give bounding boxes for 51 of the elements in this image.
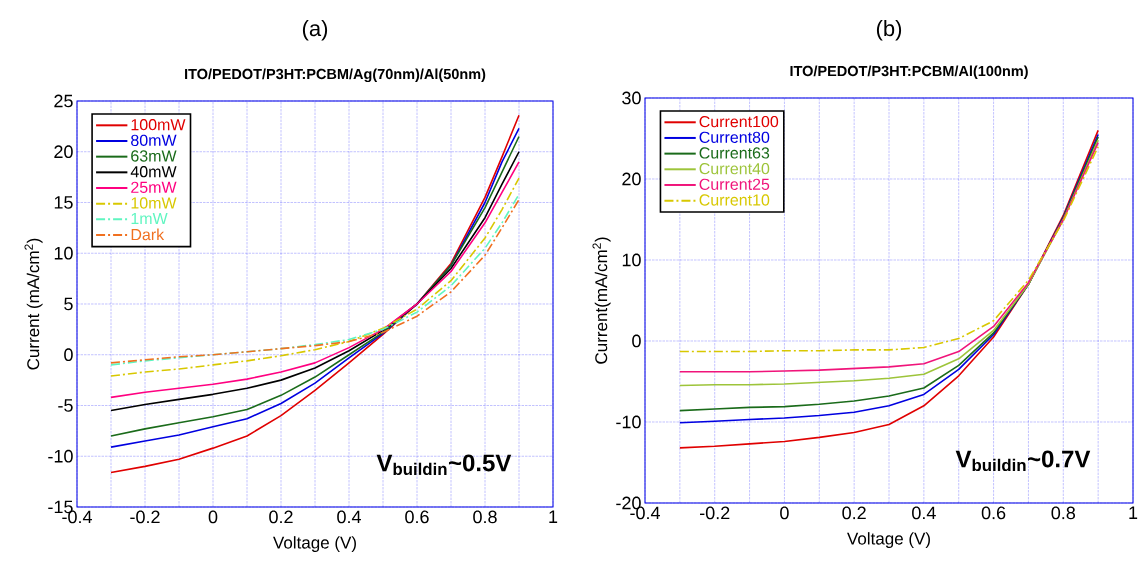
legend-label: 25mW bbox=[131, 181, 177, 193]
chart-title: (a) bbox=[302, 20, 328, 41]
x-tick-label: 0.6 bbox=[981, 506, 1006, 520]
chart-title: (b) bbox=[876, 20, 902, 41]
x-tick-label: -0.2 bbox=[700, 506, 730, 520]
y-tick-label: 20 bbox=[622, 172, 641, 186]
x-tick-label: 0.6 bbox=[405, 510, 429, 524]
y-axis-title: Current(mA/cm$^{2}$) bbox=[592, 237, 611, 364]
y-tick-label: 20 bbox=[54, 145, 73, 159]
x-tick-label: 0.4 bbox=[337, 510, 361, 524]
x-tick-label: -0.2 bbox=[130, 510, 160, 524]
legend-label: 10mW bbox=[131, 197, 177, 209]
legend-label: Current63 bbox=[699, 147, 770, 159]
y-tick-label: -10 bbox=[616, 415, 641, 429]
y-tick-label: 15 bbox=[54, 196, 73, 209]
annotation: V$_{buildin}$~0.7V bbox=[955, 450, 1091, 472]
legend-label: Current40 bbox=[699, 162, 770, 175]
x-axis-title: Voltage (V) bbox=[847, 532, 930, 548]
legend-label: 100mW bbox=[131, 118, 186, 131]
y-tick-label: -5 bbox=[58, 399, 73, 412]
legend-label: Current25 bbox=[699, 178, 770, 190]
legend-label: 40mW bbox=[130, 166, 177, 178]
x-tick-label: 0.8 bbox=[473, 510, 497, 524]
x-tick-label: 1 bbox=[1129, 506, 1138, 519]
x-tick-label: 0.2 bbox=[269, 510, 293, 524]
y-tick-label: 5 bbox=[64, 297, 73, 311]
legend-label: Current80 bbox=[699, 131, 770, 143]
x-tick-label: 1 bbox=[549, 510, 558, 523]
x-tick-label: 0.8 bbox=[1051, 506, 1076, 520]
x-tick-label: 0 bbox=[208, 510, 218, 524]
y-tick-label: 30 bbox=[622, 91, 641, 105]
y-tick-label: 10 bbox=[54, 246, 73, 260]
y-axis-title: Current (mA/cm$^{2}$) bbox=[24, 238, 43, 370]
y-tick-label: 25 bbox=[54, 94, 73, 108]
legend-label: Current100 bbox=[699, 115, 779, 128]
legend-label: 1mW bbox=[131, 213, 168, 225]
x-tick-label: 0.2 bbox=[842, 506, 866, 520]
x-axis-title: Voltage (V) bbox=[273, 536, 356, 552]
annotation: V$_{buildin}$~0.5V bbox=[376, 454, 512, 476]
chart-subtitle: ITO/PEDOT/P3HT:PCBM/Ag(70nm)/Al(50nm) bbox=[185, 68, 486, 83]
y-tick-label: 10 bbox=[622, 253, 641, 267]
x-tick-label: 0.4 bbox=[912, 506, 936, 520]
y-tick-label: 0 bbox=[632, 334, 641, 348]
x-tick-label: 0 bbox=[780, 506, 789, 520]
legend-label: Dark bbox=[131, 228, 165, 241]
legend-label: 63mW bbox=[131, 150, 177, 162]
chart-subtitle: ITO/PEDOT/P3HT:PCBM/Al(100nm) bbox=[790, 65, 1028, 80]
y-tick-label: 0 bbox=[64, 348, 73, 362]
legend-label: Current10 bbox=[699, 194, 770, 206]
legend-label: 80mW bbox=[131, 134, 177, 146]
y-tick-label: -10 bbox=[48, 449, 73, 463]
